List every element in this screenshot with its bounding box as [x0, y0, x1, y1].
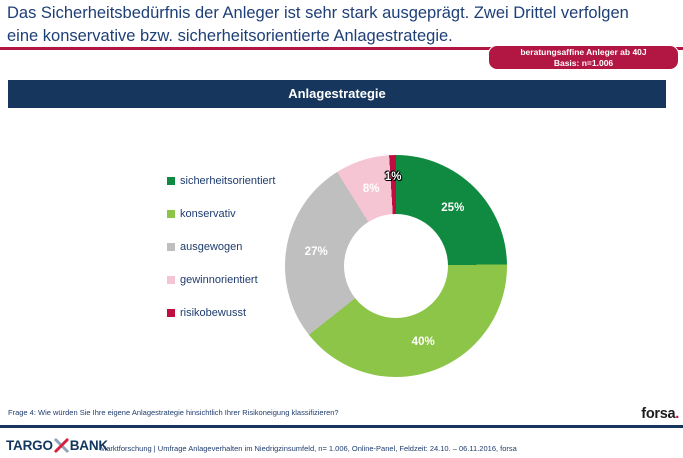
legend-label: konservativ [180, 207, 236, 220]
slice-label-ausgewogen: 27% [304, 246, 328, 259]
legend-swatch-icon [167, 209, 175, 218]
legend-label: sicherheitsorientiert [180, 174, 276, 187]
targobank-logo-part1: TARGO [6, 438, 53, 453]
legend-swatch-icon [167, 242, 175, 251]
legend-label: ausgewogen [180, 240, 243, 253]
badge-line1: beratungsaffine Anleger ab 40J [520, 47, 647, 57]
section-title: Anlagestrategie [288, 86, 386, 101]
legend-item-risikobewusst: risikobewusst [167, 296, 275, 329]
donut-chart: 25% 40% 27% 8% 1% [285, 155, 507, 377]
legend-label: risikobewusst [180, 306, 247, 319]
top-divider-line [0, 47, 683, 50]
targobank-x-icon [54, 438, 69, 453]
slice-label-risikobewusst: 1% [384, 171, 402, 184]
footer-divider-line [0, 425, 683, 428]
legend-label: gewinnorientiert [180, 273, 258, 286]
forsa-logo-dot: . [675, 406, 679, 422]
chart-area: sicherheitsorientiert konservativ ausgewog… [0, 108, 683, 398]
source-line: Marktforschung | Umfrage Anlageverhalten… [100, 444, 517, 453]
donut-hole [344, 214, 448, 318]
legend-swatch-icon [167, 176, 175, 185]
slice-label-sicherheitsorientiert: 25% [441, 202, 465, 215]
targobank-logo-part2: BANK [69, 438, 108, 453]
legend-item-ausgewogen: ausgewogen [167, 230, 275, 263]
legend-item-sicherheitsorientiert: sicherheitsorientiert [167, 164, 275, 197]
slide-title: Das Sicherheitsbedürfnis der Anleger ist… [7, 4, 629, 45]
question-footnote: Frage 4: Wie würden Sie Ihre eigene Anla… [8, 408, 339, 417]
forsa-logo-text: forsa [641, 406, 676, 422]
forsa-logo: forsa. [641, 406, 679, 422]
sample-basis-badge: beratungsaffine Anleger ab 40J Basis: n=… [488, 45, 679, 70]
section-header-bar: Anlagestrategie [8, 80, 666, 108]
targobank-logo: TARGO BANK [6, 438, 108, 453]
slice-label-konservativ: 40% [411, 336, 435, 349]
legend-item-gewinnorientiert: gewinnorientiert [167, 263, 275, 296]
legend-swatch-icon [167, 308, 175, 317]
legend-swatch-icon [167, 275, 175, 284]
slice-label-gewinnorientiert: 8% [362, 182, 380, 195]
legend-item-konservativ: konservativ [167, 197, 275, 230]
chart-legend: sicherheitsorientiert konservativ ausgewog… [167, 164, 275, 329]
badge-line2: Basis: n=1.006 [553, 57, 614, 68]
